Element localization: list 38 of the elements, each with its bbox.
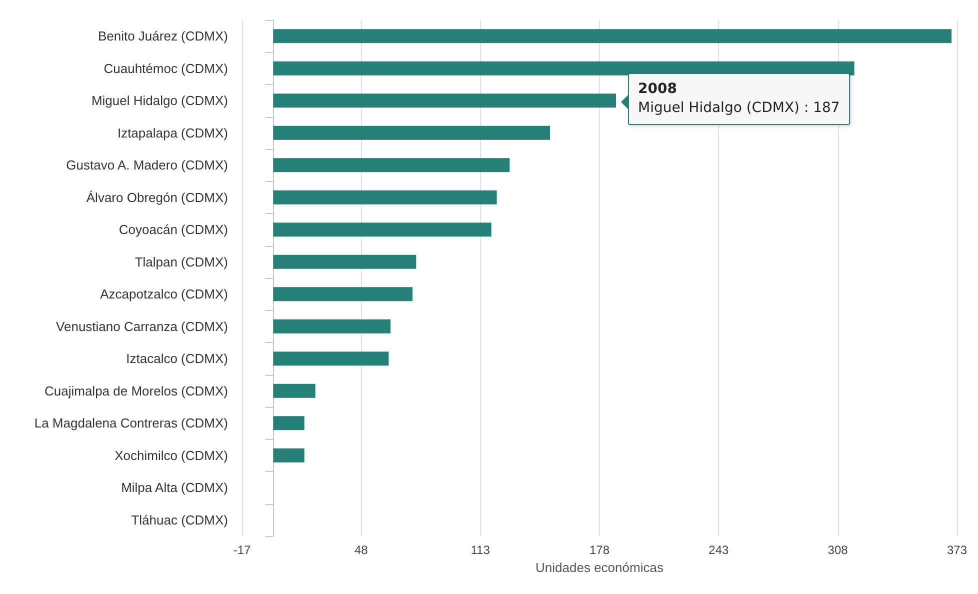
y-tick-label: La Magdalena Contreras (CDMX) (34, 416, 228, 431)
bar (273, 448, 304, 462)
y-tick-label: Tláhuac (CDMX) (131, 512, 228, 528)
x-tick-label: 243 (708, 543, 729, 557)
bar (273, 352, 389, 366)
y-tick-label: Venustiano Carranza (CDMX) (56, 318, 228, 334)
y-tick-label: Milpa Alta (CDMX) (121, 480, 228, 496)
x-tick-label: 113 (470, 543, 490, 557)
x-tick-label: 373 (946, 543, 968, 557)
bar (273, 158, 510, 172)
x-tick-label: 308 (828, 543, 848, 557)
y-tick-label: Coyoacán (CDMX) (118, 222, 228, 238)
bar (273, 254, 416, 269)
y-tick-label: Cuauhtémoc (CDMX) (104, 60, 228, 76)
y-tick-label: Iztapalapa (CDMX) (117, 125, 228, 140)
y-tick-label: Gustavo A. Madero (CDMX) (66, 158, 228, 173)
y-tick-label: Álvaro Obregón (CDMX) (86, 190, 228, 205)
y-tick-label: Iztacalco (CDMX) (126, 351, 228, 366)
bar (273, 287, 412, 302)
bar (273, 94, 616, 108)
y-tick-label: Xochimilco (CDMX) (114, 448, 228, 463)
annotation: 2008 Miguel Hidalgo (CDMX) : 187 (638, 80, 840, 118)
bar (273, 126, 550, 140)
y-tick-label: Tlalpan (CDMX) (134, 254, 228, 270)
x-tick-label: 48 (354, 543, 368, 557)
bar (273, 319, 390, 334)
x-tick-label: 178 (589, 543, 610, 557)
x-axis-title: Unidades económicas (536, 560, 664, 575)
y-tick-label: Miguel Hidalgo (CDMX) (91, 93, 228, 108)
x-tick-label: -17 (233, 543, 251, 557)
bar (273, 222, 492, 237)
y-tick-label: Azcapotzalco (CDMX) (100, 286, 228, 302)
bar (273, 29, 952, 44)
bar (273, 416, 304, 430)
y-tick-label: Cuajimalpa de Morelos (CDMX) (44, 383, 228, 398)
bar (273, 384, 316, 398)
bar (273, 190, 497, 204)
y-tick-label: Benito Juárez (CDMX) (98, 28, 228, 44)
